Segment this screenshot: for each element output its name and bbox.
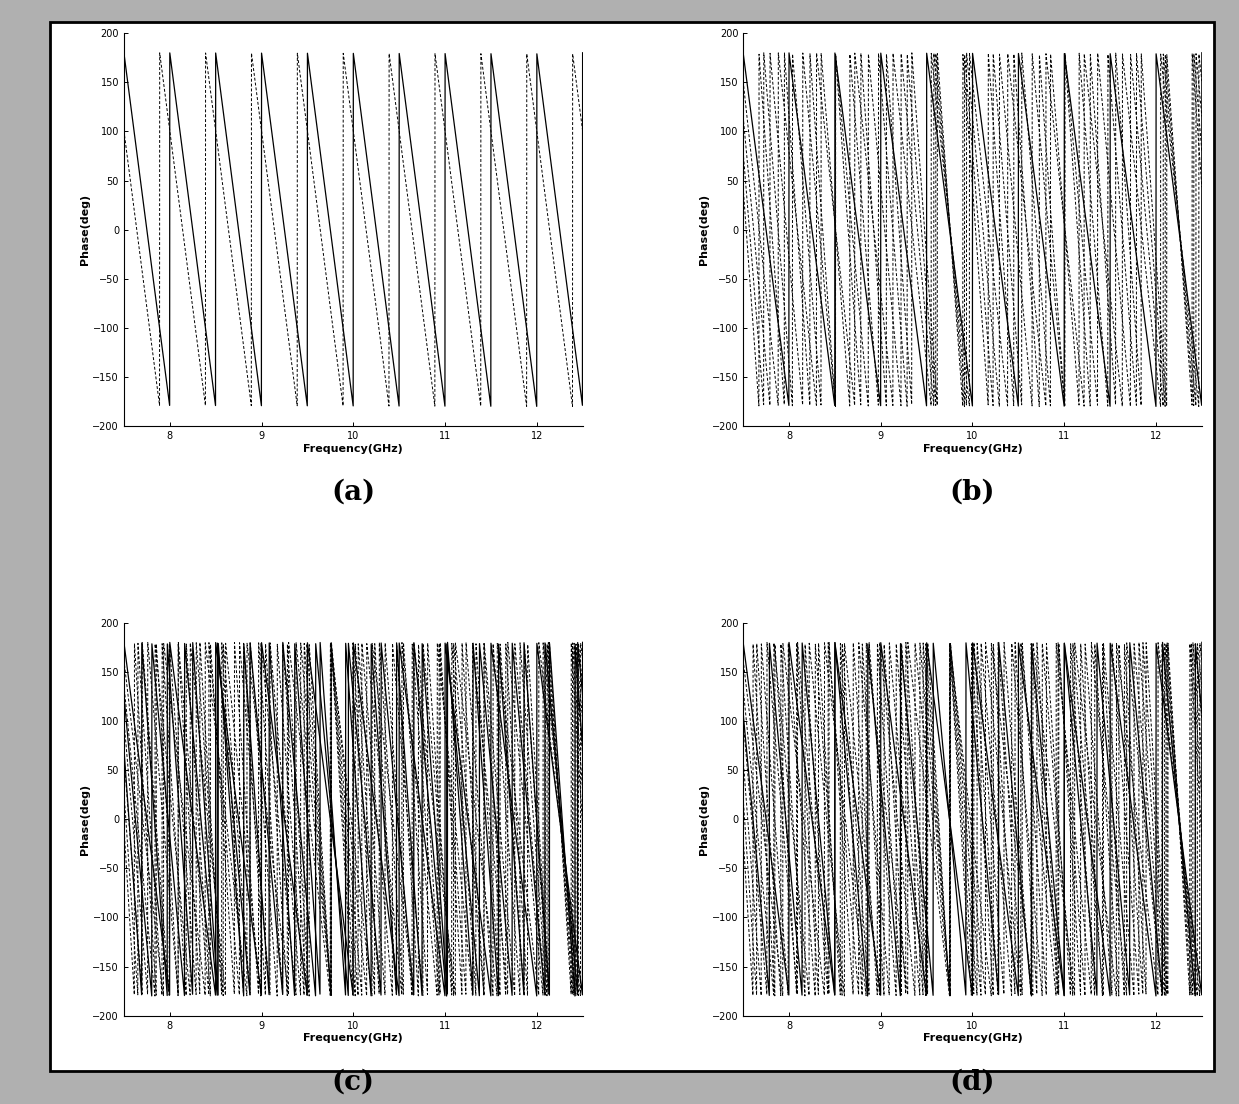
Text: (b): (b) — [950, 479, 995, 506]
Y-axis label: Phase(deg): Phase(deg) — [699, 194, 709, 265]
Text: (d): (d) — [950, 1069, 995, 1095]
Y-axis label: Phase(deg): Phase(deg) — [699, 784, 709, 854]
Text: (c): (c) — [332, 1069, 374, 1095]
Y-axis label: Phase(deg): Phase(deg) — [79, 784, 89, 854]
Text: (a): (a) — [331, 479, 375, 506]
X-axis label: Frequency(GHz): Frequency(GHz) — [923, 1033, 1022, 1043]
X-axis label: Frequency(GHz): Frequency(GHz) — [304, 444, 403, 454]
X-axis label: Frequency(GHz): Frequency(GHz) — [923, 444, 1022, 454]
X-axis label: Frequency(GHz): Frequency(GHz) — [304, 1033, 403, 1043]
Y-axis label: Phase(deg): Phase(deg) — [79, 194, 89, 265]
